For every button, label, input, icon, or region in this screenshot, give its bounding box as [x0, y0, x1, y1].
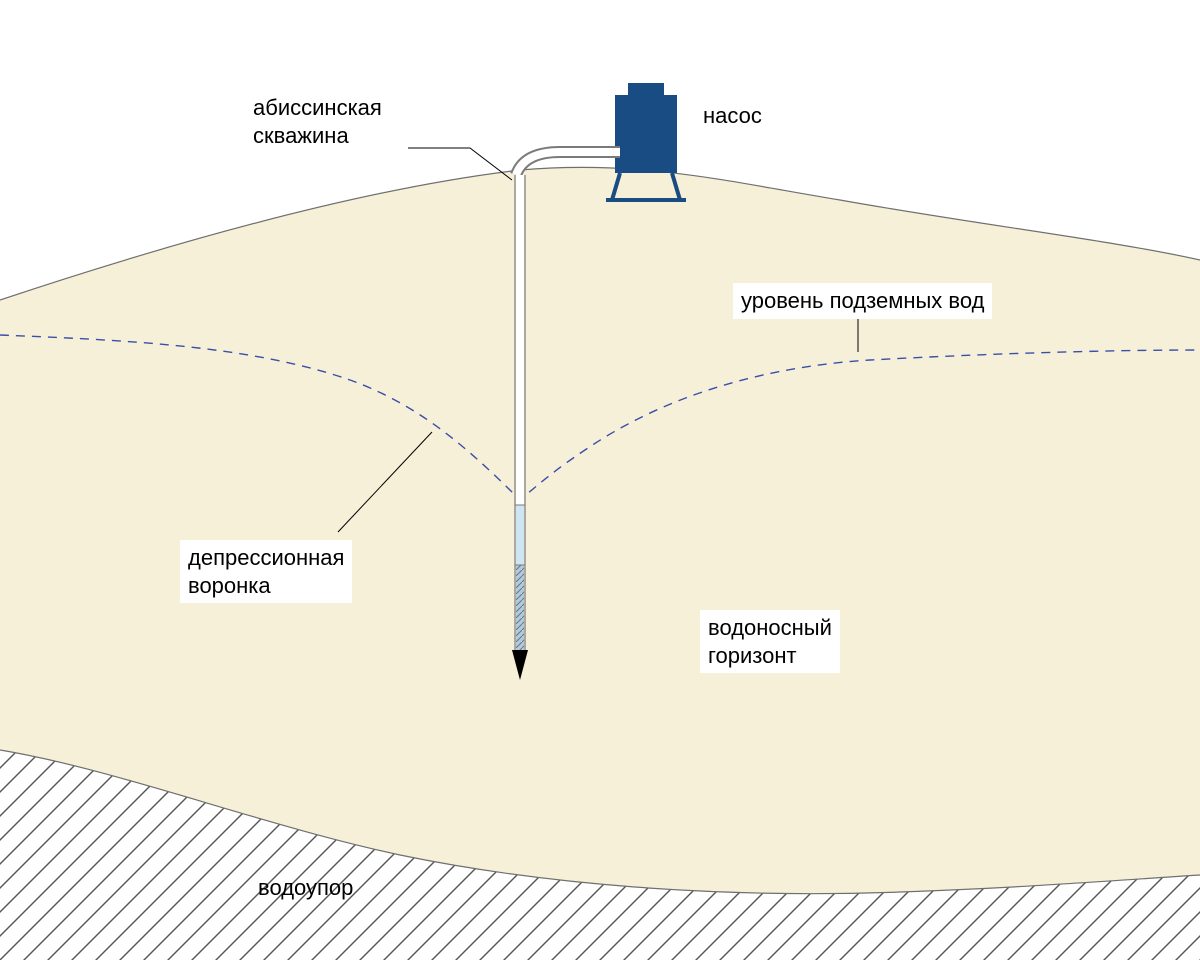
label-aquifer: водоносный горизонт	[700, 610, 840, 673]
label-water-table: уровень подземных вод	[733, 283, 992, 319]
label-aquiclude: водоупор	[250, 870, 361, 906]
label-well: абиссинская скважина	[245, 90, 390, 153]
well	[512, 175, 528, 680]
label-depression-funnel: депрессионная воронка	[180, 540, 352, 603]
diagram-stage: абиссинская скважина насос уровень подзе…	[0, 0, 1200, 960]
diagram-svg	[0, 0, 1200, 960]
label-pump: насос	[695, 98, 770, 134]
